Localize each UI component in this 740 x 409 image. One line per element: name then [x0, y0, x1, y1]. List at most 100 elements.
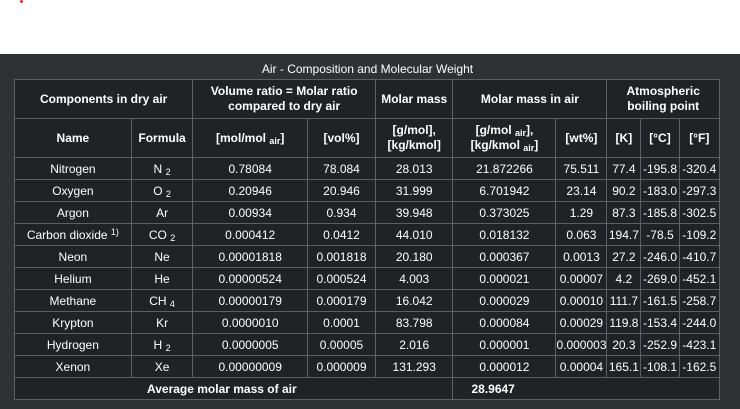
table-row: Methane CH 4 0.00000179 0.000179 16.042 0.000… [14, 289, 721, 312]
cell-molmol: 0.0000010 [192, 311, 309, 334]
table-row: Helium He 0.00000524 0.000524 4.003 0.000021 0… [14, 267, 721, 290]
cell-mass-in-air: 0.373025 [452, 201, 557, 224]
cell-c: -252.9 [640, 333, 680, 356]
cell-k: 111.7 [606, 289, 642, 312]
table-row: Neon Ne 0.00001818 0.001818 20.180 0.000367 0.… [14, 245, 721, 268]
table-row: Krypton Kr 0.0000010 0.0001 83.798 0.000084 0.… [14, 311, 721, 334]
cell-c: -78.5 [640, 223, 680, 246]
cell-k: 119.8 [606, 311, 642, 334]
table-caption: Air - Composition and Molecular Weight [261, 62, 474, 76]
cell-wt: 0.00004 [555, 355, 608, 378]
header-name: Name [14, 118, 132, 158]
cell-molar-mass: 4.003 [374, 267, 454, 290]
footer-value: 28.9647 [452, 377, 720, 400]
cell-molmol: 0.000412 [192, 223, 309, 246]
cell-molar-mass: 28.013 [374, 157, 454, 180]
header-vol-percent: [vol%] [307, 118, 376, 158]
header-volume-ratio: Volume ratio = Molar ratio compared to d… [192, 79, 376, 119]
cell-k: 194.7 [606, 223, 642, 246]
cell-c: -246.0 [640, 245, 680, 268]
cell-k: 90.2 [606, 179, 642, 202]
cell-wt: 0.000003 [555, 333, 608, 356]
cell-f: -410.7 [678, 245, 721, 268]
cell-formula: Xe [130, 355, 194, 378]
footer-label: Average molar mass of air [13, 377, 454, 400]
cell-vol: 78.084 [307, 157, 376, 180]
footer-row: Average molar mass of air 28.9647 [13, 377, 720, 400]
cell-name: Nitrogen [14, 157, 132, 180]
cell-name: Hydrogen [14, 333, 132, 356]
cell-wt: 75.511 [555, 157, 608, 180]
cell-c: -153.4 [640, 311, 680, 334]
header-gmol: [g/mol], [kg/kmol] [374, 118, 454, 158]
cell-f: -423.1 [678, 333, 721, 356]
cell-name: Krypton [14, 311, 132, 334]
cell-k: 4.2 [606, 267, 642, 290]
cell-molar-mass: 44.010 [374, 223, 454, 246]
cell-molmol: 0.00000009 [192, 355, 309, 378]
cell-vol: 0.0001 [307, 311, 376, 334]
cell-f: -162.5 [678, 355, 721, 378]
cell-mass-in-air: 0.000084 [452, 311, 557, 334]
cell-vol: 0.000179 [307, 289, 376, 312]
cell-molar-mass: 83.798 [374, 311, 454, 334]
cell-mass-in-air: 0.018132 [452, 223, 557, 246]
cell-wt: 0.00007 [555, 267, 608, 290]
cell-mass-in-air: 0.000012 [452, 355, 557, 378]
cell-c: -183.0 [640, 179, 680, 202]
cell-wt: 23.14 [555, 179, 608, 202]
cell-formula: He [130, 267, 194, 290]
cell-wt: 0.00010 [555, 289, 608, 312]
table-row: Xenon Xe 0.00000009 0.000009 131.293 0.000012… [14, 355, 721, 378]
cell-vol: 0.001818 [307, 245, 376, 268]
cell-f: -258.7 [678, 289, 721, 312]
cell-k: 77.4 [606, 157, 642, 180]
table-row: Argon Ar 0.00934 0.934 39.948 0.373025 1.29 87.… [14, 201, 721, 224]
cell-formula: N 2 [130, 157, 194, 180]
cell-mass-in-air: 21.872266 [452, 157, 557, 180]
cell-name: Argon [14, 201, 132, 224]
cell-vol: 0.000009 [307, 355, 376, 378]
cell-mass-in-air: 0.000029 [452, 289, 557, 312]
table-row: Carbon dioxide 1) CO 2 0.000412 0.0412 44.01… [14, 223, 721, 246]
cell-name: Carbon dioxide 1) [14, 223, 132, 246]
cell-name: Neon [14, 245, 132, 268]
cell-f: -244.0 [678, 311, 721, 334]
cell-molar-mass: 39.948 [374, 201, 454, 224]
cell-formula: Ne [130, 245, 194, 268]
header-molmol: [mol/mol air] [192, 118, 309, 158]
cell-vol: 20.946 [307, 179, 376, 202]
cell-vol: 0.000524 [307, 267, 376, 290]
cell-mass-in-air: 0.000001 [452, 333, 557, 356]
header-wt-percent: [wt%] [555, 118, 608, 158]
header-components: Components in dry air [13, 79, 194, 119]
red-dot-marker [20, 0, 23, 3]
cell-molmol: 0.0000005 [192, 333, 309, 356]
cell-name: Oxygen [14, 179, 132, 202]
cell-f: -109.2 [678, 223, 721, 246]
cell-molar-mass: 20.180 [374, 245, 454, 268]
cell-vol: 0.934 [307, 201, 376, 224]
cell-f: -297.3 [678, 179, 721, 202]
cell-name: Xenon [14, 355, 132, 378]
header-group-row: Components in dry air Volume ratio = Mol… [13, 79, 720, 119]
cell-name: Helium [14, 267, 132, 290]
cell-name: Methane [14, 289, 132, 312]
cell-formula: Ar [130, 201, 194, 224]
cell-formula: Kr [130, 311, 194, 334]
header-boiling-point: Atmospheric boiling point [606, 79, 720, 119]
cell-k: 87.3 [606, 201, 642, 224]
cell-molmol: 0.00000179 [192, 289, 309, 312]
cell-formula: O 2 [130, 179, 194, 202]
cell-vol: 0.00005 [307, 333, 376, 356]
header-unit-row: Name Formula [mol/mol air] [vol%] [g/mol… [14, 118, 721, 158]
cell-wt: 0.0013 [555, 245, 608, 268]
cell-c: -185.8 [640, 201, 680, 224]
header-gmol-air: [g/mol air], [kg/kmol air] [452, 118, 557, 158]
header-celsius: [°C] [640, 118, 680, 158]
cell-molar-mass: 16.042 [374, 289, 454, 312]
cell-formula: H 2 [130, 333, 194, 356]
cell-wt: 0.00029 [555, 311, 608, 334]
header-molar-mass: Molar mass [374, 79, 454, 119]
header-kelvin: [K] [606, 118, 642, 158]
